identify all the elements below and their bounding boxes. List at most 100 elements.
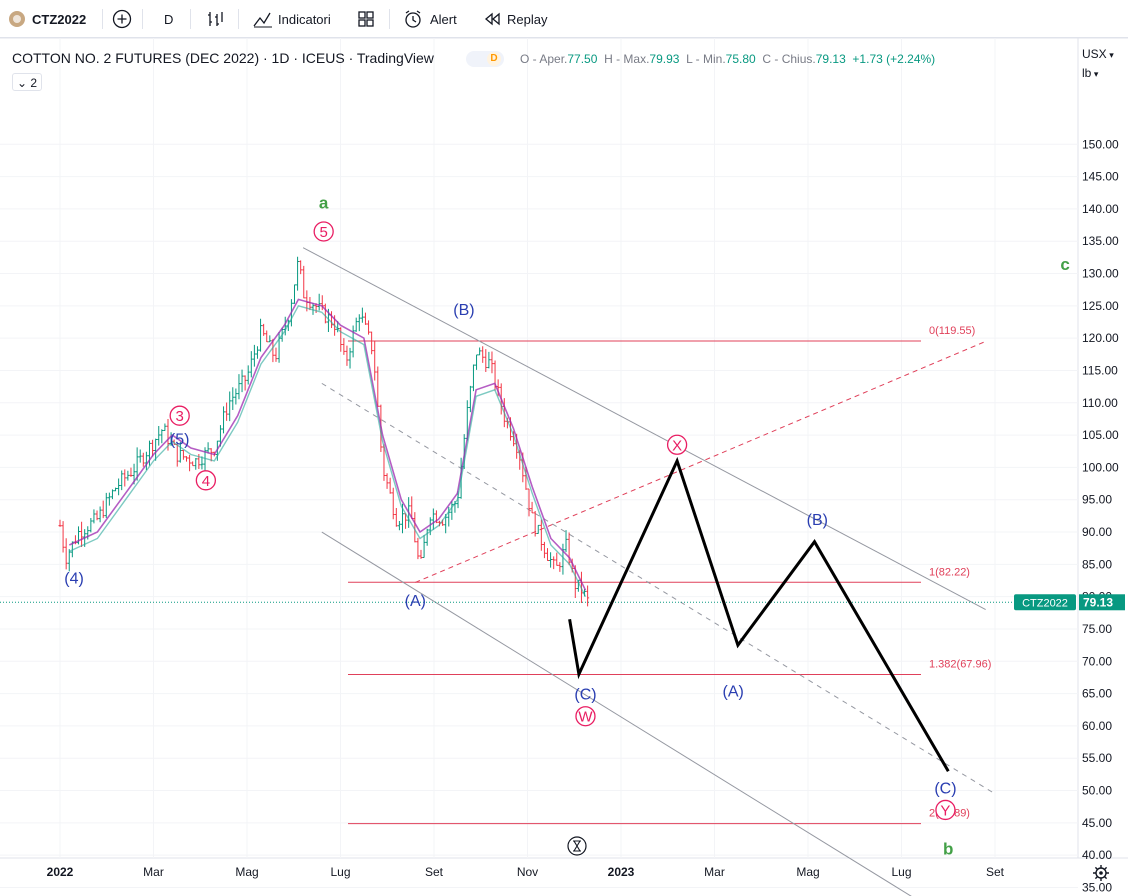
price-bar [234,388,238,405]
symbol-search[interactable]: CTZ2022 [8,0,86,38]
bar-style-button[interactable] [205,0,225,38]
wave-label[interactable]: (5) [170,431,190,448]
price-bar [157,425,161,446]
wave-label[interactable]: (A) [723,683,744,700]
price-bar [252,344,256,367]
wave-label[interactable]: (C) [934,780,956,797]
wave-label[interactable]: (B) [807,512,828,529]
chevron-down-icon: ▾ [1106,50,1114,60]
forecast-path[interactable] [568,456,950,772]
change-value: +1.73 [852,52,883,66]
moving-average-line[interactable] [69,304,587,598]
price-bar [376,366,380,407]
time-tick-label: 2022 [47,865,74,879]
settings-gear-icon[interactable] [1093,865,1109,881]
fib-level-label: 0(119.55) [929,325,975,337]
price-bar [385,473,389,489]
wave-label[interactable]: b [943,840,953,859]
price-bar [367,320,371,335]
trend-channel-line[interactable] [321,531,939,896]
toolbar-divider [238,9,239,29]
alert-icon [403,9,423,29]
price-tick-label: 60.00 [1082,719,1112,733]
wave-label-circle [313,221,334,242]
price-tick-label: 150.00 [1082,137,1119,151]
price-bar [178,441,182,463]
fib-level-label: 1(82.22) [929,566,970,578]
price-bar [342,338,346,355]
last-price-symbol-badge [1014,594,1076,611]
price-bar [363,312,367,325]
price-bar [206,442,210,454]
price-bar [413,512,417,543]
price-bar [181,450,185,460]
price-bar [419,549,423,559]
price-bar [147,440,151,466]
price-bar [388,477,392,494]
currency-selector[interactable]: USX ▾ [1082,47,1114,61]
indicators-button[interactable]: Indicatori [252,0,331,38]
price-bar [542,541,546,559]
indicators-collapse-button[interactable]: ⌄ 2 [12,73,42,91]
price-bar [225,402,229,421]
wave-label[interactable]: (4) [64,570,84,587]
price-bar [487,351,491,369]
wave-label[interactable]: 4 [202,473,210,490]
compare-button[interactable] [112,0,132,38]
wave-label[interactable]: (B) [453,302,474,319]
price-bar [348,347,352,369]
chart-legend-title[interactable]: COTTON NO. 2 FUTURES (DEC 2022) · 1D · I… [12,50,434,66]
replay-button[interactable]: Replay [483,0,547,38]
price-tick-label: 120.00 [1082,331,1119,345]
price-bar [259,318,263,352]
price-bar [92,509,96,524]
price-tick-label: 140.00 [1082,202,1119,216]
unit-selector[interactable]: lb ▾ [1082,66,1098,80]
wave-label[interactable]: (A) [405,593,426,610]
goto-realtime-icon[interactable] [567,836,587,856]
unit-label: lb [1082,66,1092,80]
price-bar [64,538,68,570]
time-tick-label: Mag [235,865,258,879]
wave-label[interactable]: 3 [176,408,184,425]
price-bar [478,347,482,356]
price-chart[interactable]: 0(119.55)1(82.22)1.382(67.96)2(44.89) a5… [0,38,1128,896]
wave-label[interactable]: a [319,193,329,212]
price-bar [209,448,213,462]
price-bar [317,293,321,311]
price-tick-label: 75.00 [1082,622,1112,636]
layouts-button[interactable] [357,0,375,38]
wave-label[interactable]: (C) [574,687,596,704]
price-bar [475,354,479,370]
indicators-icon [252,9,274,29]
wave-label[interactable]: X [672,437,682,454]
wave-label[interactable]: c [1060,255,1069,274]
price-bar [471,364,475,392]
indicator-count: 2 [30,76,38,90]
price-tick-label: 85.00 [1082,557,1112,571]
market-status-badge[interactable]: D [487,52,501,66]
interval-label: D [164,11,174,27]
price-bar [231,387,235,411]
price-tick-label: 90.00 [1082,525,1112,539]
trend-channel-line[interactable] [321,382,996,795]
price-bar [373,340,377,381]
price-bar [191,461,195,467]
price-bar [484,349,488,372]
price-bar [311,303,315,315]
low-value: 75.80 [725,52,756,66]
moving-average-line[interactable] [68,298,587,591]
replay-label: Replay [507,11,548,27]
alert-button[interactable]: Alert [403,0,457,38]
price-bar [194,457,198,470]
wave-label[interactable]: W [578,709,593,726]
fib-projection-line[interactable] [415,340,986,583]
interval-button[interactable]: D [164,0,173,38]
wave-label[interactable]: 5 [319,224,327,241]
trend-channel-line[interactable] [302,247,986,611]
toolbar-divider [142,9,143,29]
wave-label[interactable]: Y [940,802,950,819]
time-tick-label: Set [425,865,444,879]
symbol-logo-icon [8,10,26,28]
price-bar [299,260,303,275]
